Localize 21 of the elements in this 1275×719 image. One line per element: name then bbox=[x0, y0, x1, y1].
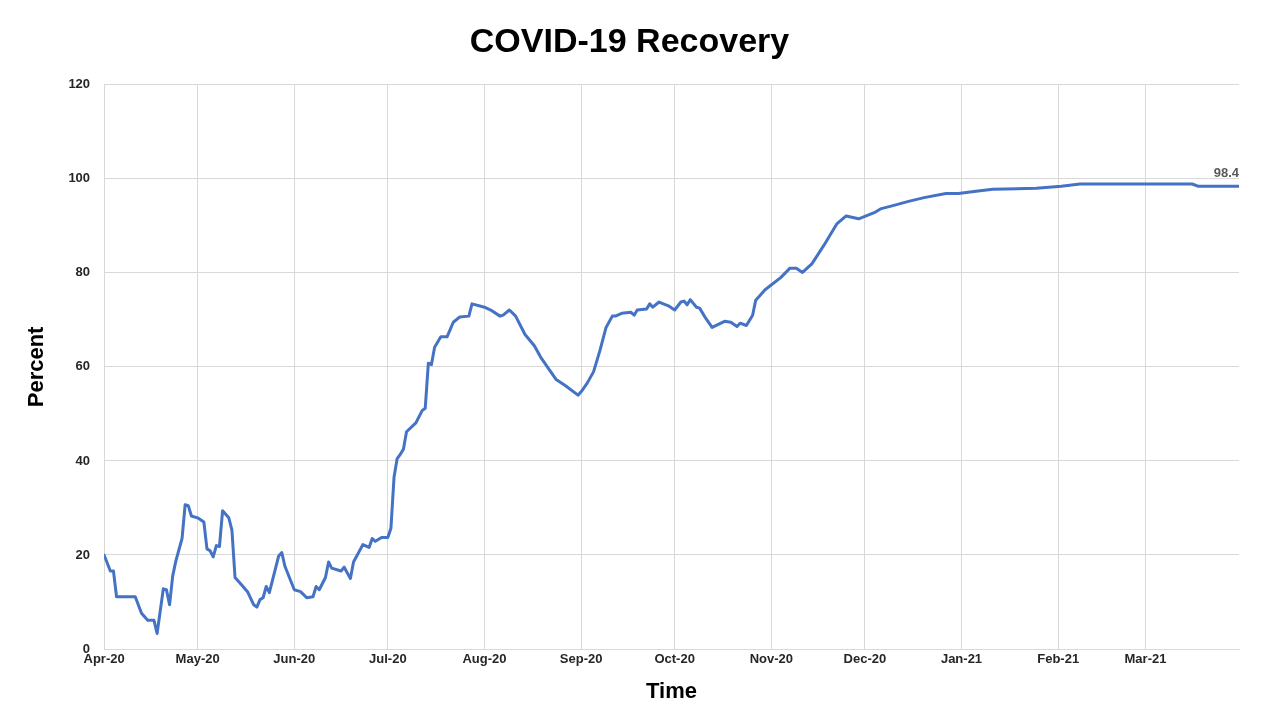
x-tick-label: Oct-20 bbox=[654, 651, 695, 667]
x-tick-label: Aug-20 bbox=[462, 651, 507, 667]
x-tick-label: Jul-20 bbox=[369, 651, 407, 667]
x-tick-label: Nov-20 bbox=[749, 651, 793, 667]
y-tick-label: 80 bbox=[75, 264, 91, 280]
x-tick-label: Dec-20 bbox=[843, 651, 887, 667]
x-tick-label: Jun-20 bbox=[273, 651, 316, 667]
x-tick-label: Sep-20 bbox=[559, 651, 603, 667]
y-tick-label: 100 bbox=[68, 170, 91, 186]
annotation: 98.4 bbox=[1213, 165, 1240, 181]
x-tick-label: Mar-21 bbox=[1124, 651, 1167, 667]
x-tick-label: May-20 bbox=[175, 651, 220, 667]
y-axis-title: Percent bbox=[23, 325, 49, 408]
chart-title: COVID-19 Recovery bbox=[469, 20, 790, 59]
x-tick-label: Feb-21 bbox=[1037, 651, 1080, 667]
y-tick-label: 40 bbox=[75, 452, 91, 468]
x-axis-title: Time bbox=[646, 677, 698, 703]
y-tick-label: 120 bbox=[68, 76, 91, 92]
y-tick-label: 20 bbox=[75, 546, 91, 562]
x-tick-label: Jan-21 bbox=[940, 651, 983, 667]
y-tick-label: 60 bbox=[75, 358, 91, 374]
